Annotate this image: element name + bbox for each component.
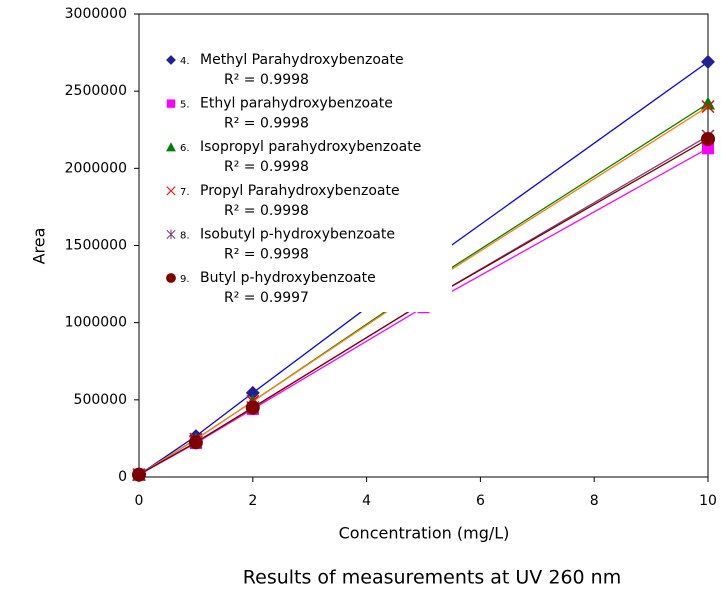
legend-number: 9. xyxy=(180,274,190,285)
marker xyxy=(701,100,715,114)
marker xyxy=(245,400,260,415)
legend-marker xyxy=(166,186,176,196)
legend-r2: R² = 0.9998 xyxy=(224,159,309,175)
legend-number: 7. xyxy=(180,187,190,198)
legend-r2: R² = 0.9997 xyxy=(224,290,309,306)
legend-r2: R² = 0.9998 xyxy=(224,72,309,88)
y-tick-label: 1500000 xyxy=(65,238,127,254)
legend-marker xyxy=(166,142,176,152)
x-axis-title: Concentration (mg/L) xyxy=(339,524,510,543)
legend-marker xyxy=(166,229,176,240)
x-tick-label: 0 xyxy=(135,493,144,509)
marker xyxy=(132,467,146,482)
legend-marker xyxy=(166,273,176,283)
marker xyxy=(701,96,715,110)
legend-number: 4. xyxy=(180,56,190,67)
legend-label: Butyl p-hydroxybenzoate xyxy=(200,270,376,286)
legend-marker xyxy=(166,55,176,65)
y-tick-label: 1000000 xyxy=(65,315,127,331)
x-tick-label: 8 xyxy=(590,493,599,509)
x-tick-label: 6 xyxy=(476,493,485,509)
legend-background xyxy=(160,46,452,312)
caption: Results of measurements at UV 260 nm xyxy=(243,567,621,589)
legend-label: Ethyl parahydroxybenzoate xyxy=(200,96,393,112)
y-tick-label: 0 xyxy=(118,469,127,485)
legend-label: Isopropyl parahydroxybenzoate xyxy=(200,139,421,155)
y-tick-label: 2000000 xyxy=(65,160,127,176)
y-axis-title: Area xyxy=(30,228,49,265)
legend-label: Methyl Parahydroxybenzoate xyxy=(200,52,404,68)
marker xyxy=(188,435,203,450)
marker xyxy=(701,54,715,69)
x-tick-label: 10 xyxy=(699,493,717,509)
legend-label: Propyl Parahydroxybenzoate xyxy=(200,183,400,199)
legend-number: 6. xyxy=(180,143,190,154)
legend-r2: R² = 0.9998 xyxy=(224,246,309,262)
legend-label: Isobutyl p-hydroxybenzoate xyxy=(200,226,395,242)
marker xyxy=(701,132,715,147)
legend-marker xyxy=(166,99,176,108)
x-tick-label: 4 xyxy=(362,493,371,509)
y-tick-label: 2500000 xyxy=(65,83,127,99)
legend-r2: R² = 0.9998 xyxy=(224,203,309,219)
marker xyxy=(245,385,260,400)
legend-number: 5. xyxy=(180,100,190,111)
legend-r2: R² = 0.9998 xyxy=(224,116,309,132)
x-tick-label: 2 xyxy=(248,493,257,509)
y-tick-label: 3000000 xyxy=(65,6,127,22)
legend-number: 8. xyxy=(180,230,190,241)
y-tick-label: 500000 xyxy=(74,392,127,408)
